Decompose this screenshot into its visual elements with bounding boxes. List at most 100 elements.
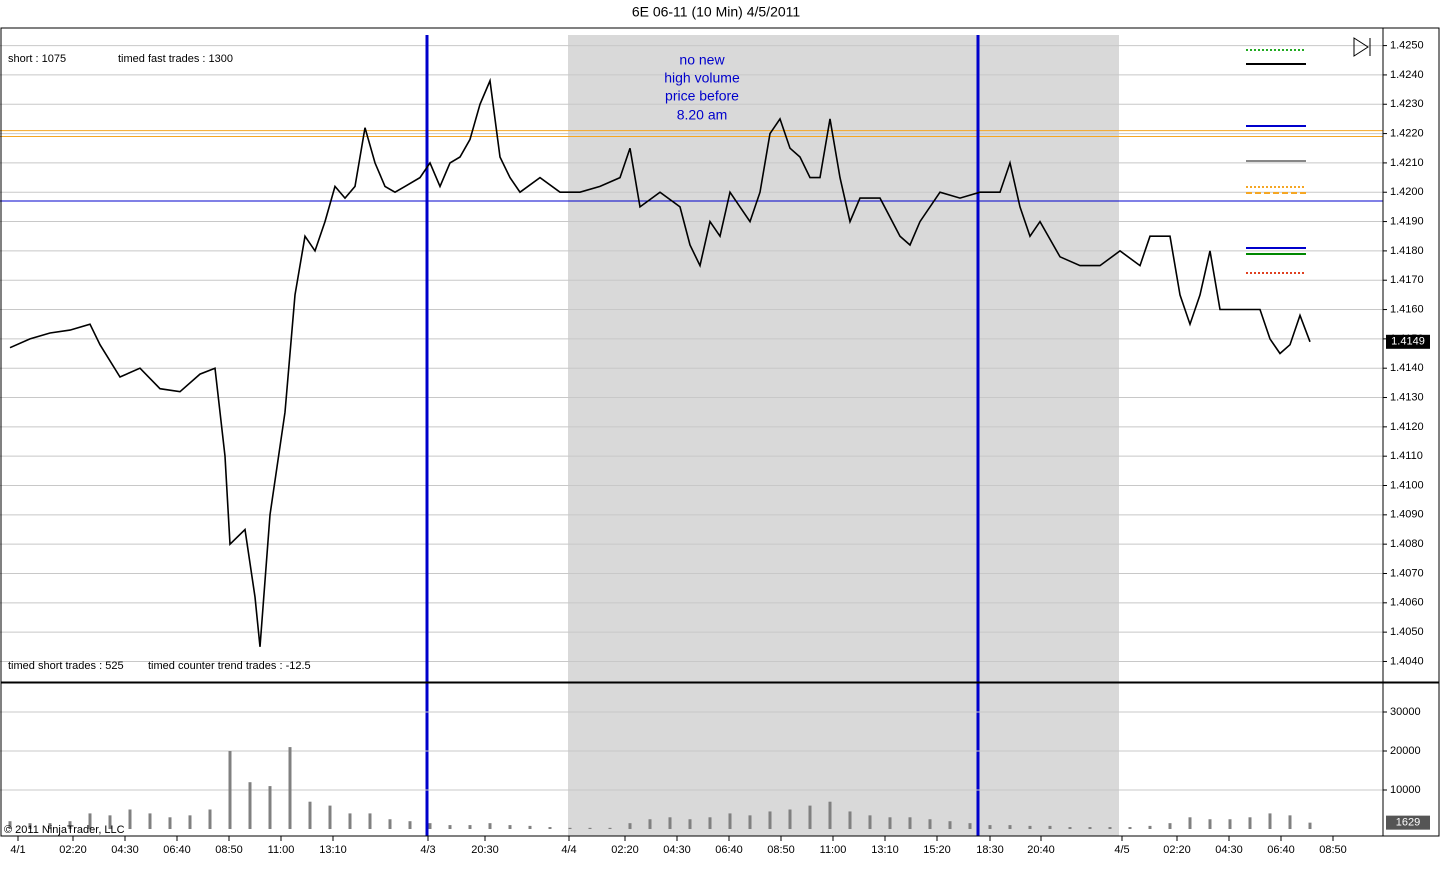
volume-bar xyxy=(388,819,392,829)
volume-bar xyxy=(1068,827,1072,829)
volume-bar xyxy=(748,815,752,829)
volume-bar xyxy=(1188,817,1192,829)
volume-bar xyxy=(68,821,72,829)
x-tick-label: 06:40 xyxy=(1267,844,1295,856)
volume-bar xyxy=(808,805,812,829)
y-tick-label: 1.4130 xyxy=(1390,391,1424,403)
stat-label: timed short trades : 525 xyxy=(8,660,124,672)
volume-bar xyxy=(988,825,992,829)
y-tick-label: 1.4090 xyxy=(1390,509,1424,521)
volume-bar xyxy=(648,819,652,829)
legend-glyphs xyxy=(1246,37,1371,274)
x-tick-label: 08:50 xyxy=(767,844,795,856)
x-tick-label: 18:30 xyxy=(976,844,1004,856)
volume-bar xyxy=(528,825,532,829)
volume-bar xyxy=(208,809,212,829)
y-tick-label: 1.4210 xyxy=(1390,157,1424,169)
x-tick-label: 4/1 xyxy=(10,844,25,856)
volume-bar xyxy=(908,817,912,829)
volume-bar xyxy=(1128,827,1132,829)
y-tick-label: 1.4190 xyxy=(1390,215,1424,227)
annotation: price before xyxy=(665,88,739,104)
volume-bar xyxy=(328,805,332,829)
volume-bar xyxy=(1308,822,1312,829)
volume-bar xyxy=(188,815,192,829)
x-tick-label: 08:50 xyxy=(215,844,243,856)
volume-bar xyxy=(428,823,432,829)
chart-title: 6E 06-11 (10 Min) 4/5/2011 xyxy=(632,4,801,20)
y-tick-label: 1.4170 xyxy=(1390,274,1424,286)
annotation: 8.20 am xyxy=(677,107,728,123)
volume-bar xyxy=(828,801,832,829)
x-tick-label: 02:20 xyxy=(59,844,87,856)
volume-bar xyxy=(88,813,92,829)
volume-bar xyxy=(248,782,252,829)
x-tick-label: 11:00 xyxy=(268,844,295,856)
volume-bar xyxy=(408,821,412,829)
volume-bar xyxy=(468,825,472,829)
volume-bar xyxy=(968,823,972,829)
x-tick-label: 08:50 xyxy=(1319,844,1347,856)
volume-bar xyxy=(268,786,272,829)
annotation: no new xyxy=(679,52,725,68)
volume-bar xyxy=(448,825,452,829)
y-tick-label: 1.4100 xyxy=(1390,479,1424,491)
y-tick-label: 30000 xyxy=(1390,706,1421,718)
volume-bar xyxy=(228,751,232,829)
volume-bar xyxy=(888,817,892,829)
volume-bar xyxy=(788,809,792,829)
volume-bar xyxy=(948,821,952,829)
x-tick-label: 06:40 xyxy=(715,844,743,856)
volume-bar xyxy=(48,823,52,829)
volume-bar xyxy=(688,819,692,829)
volume-bar xyxy=(148,813,152,829)
volume-bar xyxy=(368,813,372,829)
copyright: © 2011 NinjaTrader, LLC xyxy=(4,824,125,836)
volume-bar xyxy=(1048,825,1052,829)
session-shade xyxy=(568,35,1119,836)
volume-bar xyxy=(1268,813,1272,829)
x-tick-label: 15:20 xyxy=(923,844,951,856)
y-tick-label: 1.4250 xyxy=(1390,40,1424,52)
x-tick-label: 11:00 xyxy=(820,844,847,856)
x-tick-label: 4/3 xyxy=(420,844,435,856)
volume-bar xyxy=(1228,819,1232,829)
y-tick-label: 1.4070 xyxy=(1390,567,1424,579)
x-tick-label: 02:20 xyxy=(1163,844,1191,856)
volume-bar xyxy=(1008,825,1012,829)
x-tick-label: 04:30 xyxy=(111,844,139,856)
y-tick-label: 1.4200 xyxy=(1390,186,1424,198)
annotation: high volume xyxy=(664,70,740,86)
volume-bar xyxy=(488,823,492,829)
last-price-box xyxy=(1386,334,1430,349)
volume-bar xyxy=(1248,817,1252,829)
volume-bar xyxy=(728,813,732,829)
last-volume-label: 1629 xyxy=(1396,817,1420,829)
volume-bar xyxy=(608,827,612,829)
x-tick-label: 4/5 xyxy=(1114,844,1129,856)
volume-bar xyxy=(108,815,112,829)
volume-bar xyxy=(708,817,712,829)
x-tick-label: 20:40 xyxy=(1027,844,1055,856)
x-tick-label: 13:10 xyxy=(871,844,899,856)
x-tick-label: 02:20 xyxy=(611,844,639,856)
volume-bar xyxy=(848,811,852,829)
y-tick-label: 1.4110 xyxy=(1390,450,1423,462)
volume-bar xyxy=(508,825,512,829)
last-volume-box xyxy=(1386,815,1430,830)
volume-bar xyxy=(348,813,352,829)
stat-label: short : 1075 xyxy=(8,53,66,65)
volume-bar xyxy=(548,827,552,829)
volume-bar xyxy=(768,811,772,829)
y-tick-label: 1.4050 xyxy=(1390,626,1424,638)
price-panel xyxy=(0,27,1440,683)
x-tick-label: 20:30 xyxy=(471,844,499,856)
y-tick-label: 1.4060 xyxy=(1390,597,1424,609)
x-tick-label: 04:30 xyxy=(663,844,691,856)
y-tick-label: 1.4080 xyxy=(1390,538,1424,550)
volume-bar xyxy=(568,827,572,829)
volume-bar xyxy=(668,817,672,829)
stat-label: timed fast trades : 1300 xyxy=(118,53,233,65)
volume-bar xyxy=(128,809,132,829)
